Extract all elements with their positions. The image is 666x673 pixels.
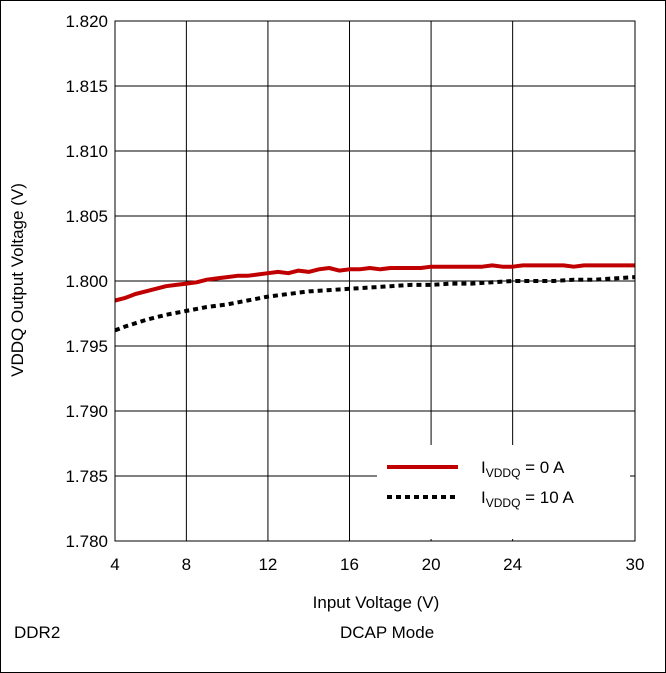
legend-entry-0-amp: IVDDQ = 0 A <box>481 458 565 480</box>
legend-entry-10-amp: IVDDQ = 10 A <box>481 488 574 510</box>
y-tick-label: 1.820 <box>65 12 108 31</box>
footer-note-right: DCAP Mode <box>340 623 435 642</box>
plot-area-border <box>114 20 636 542</box>
x-axis-label: Input Voltage (V) <box>313 593 440 612</box>
x-tick-labels: 4 8 12 16 20 24 30 <box>110 555 644 574</box>
y-tick-label: 1.805 <box>65 207 108 226</box>
y-tick-label: 1.795 <box>65 337 108 356</box>
x-tick-label: 20 <box>422 555 441 574</box>
series-line-1 <box>114 275 636 333</box>
legend: IVDDQ = 0 A IVDDQ = 10 A <box>377 445 630 539</box>
y-axis-label: VDDQ Output Voltage (V) <box>8 183 27 377</box>
x-tick-label: 4 <box>110 555 119 574</box>
y-tick-labels: 1.780 1.785 1.790 1.795 1.800 1.805 1.810 1.815… <box>65 12 108 551</box>
series-layer <box>114 263 636 333</box>
x-tick-label: 16 <box>340 555 359 574</box>
y-tick-label: 1.815 <box>65 77 108 96</box>
x-tick-label: 24 <box>503 555 522 574</box>
y-tick-label: 1.780 <box>65 532 108 551</box>
y-tick-label: 1.785 <box>65 467 108 486</box>
legend-box <box>377 445 630 539</box>
y-tick-label: 1.810 <box>65 142 108 161</box>
y-tick-label: 1.790 <box>65 402 108 421</box>
x-tick-label: 30 <box>626 555 645 574</box>
footer-note-left: DDR2 <box>14 623 61 642</box>
y-tick-label: 1.800 <box>65 272 108 291</box>
x-tick-label: 12 <box>258 555 277 574</box>
x-tick-label: 8 <box>182 555 191 574</box>
series-line-0 <box>114 263 635 303</box>
